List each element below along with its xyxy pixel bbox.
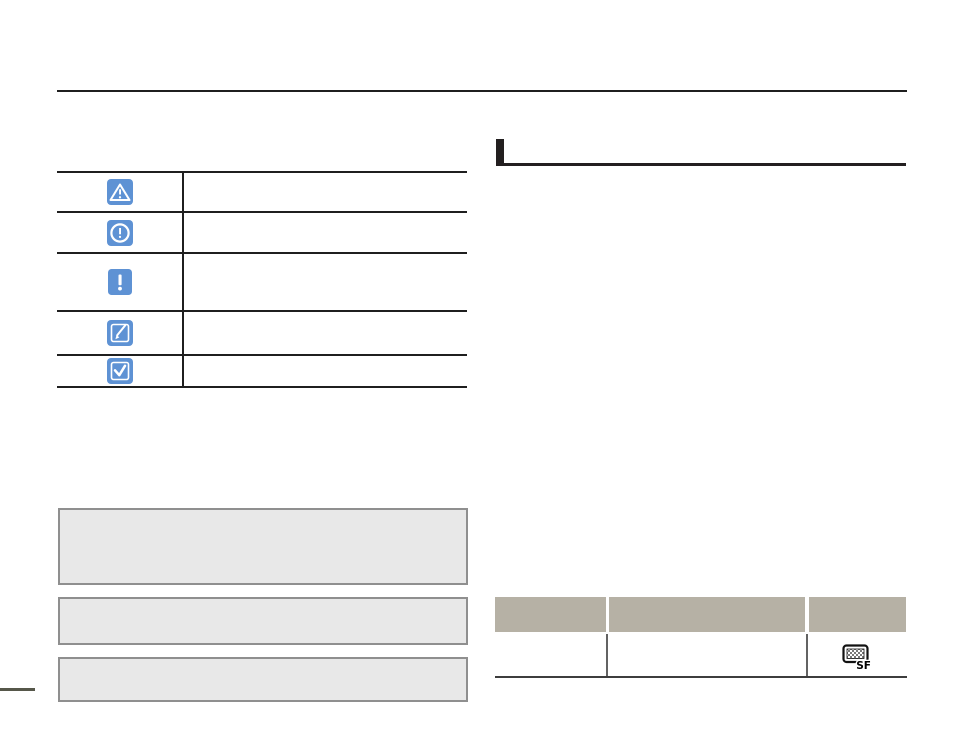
note-pencil-icon — [106, 320, 133, 346]
legend-desc-cell — [184, 213, 467, 252]
quality-table-header-cell — [809, 597, 906, 632]
section-header-bar — [496, 139, 504, 166]
notice-box — [58, 508, 468, 585]
quality-table-bottom-border — [495, 676, 907, 678]
warning-triangle-icon — [106, 179, 133, 205]
prohibition-circle-icon — [106, 219, 133, 246]
super-fine-quality-icon: SF — [842, 644, 872, 673]
legend-icon-cell — [57, 254, 184, 310]
quality-table-column-divider — [806, 634, 808, 677]
legend-desc-cell — [184, 254, 467, 310]
legend-desc-cell — [184, 312, 467, 354]
checkmark-icon — [106, 358, 133, 384]
legend-icon-cell — [57, 213, 184, 252]
page-footer-mark — [0, 688, 35, 691]
legend-icon-cell — [57, 312, 184, 354]
notice-box — [58, 657, 468, 702]
page-top-rule — [57, 90, 907, 92]
caution-exclamation-icon — [107, 269, 132, 295]
table-row — [57, 254, 467, 312]
legend-table — [57, 171, 467, 388]
quality-table-header-cell — [495, 597, 606, 632]
quality-icon-label: SF — [856, 660, 871, 670]
notice-box — [58, 597, 468, 645]
super-fine-quality-icon-graphic: SF — [842, 644, 872, 673]
legend-desc-cell — [184, 173, 467, 211]
legend-icon-cell — [57, 173, 184, 211]
table-row — [57, 213, 467, 254]
table-row — [57, 173, 467, 213]
legend-icon-cell — [57, 356, 184, 386]
section-header-underline — [496, 163, 906, 166]
quality-table-header-cell — [609, 597, 805, 632]
quality-table-column-divider — [606, 634, 608, 677]
legend-desc-cell — [184, 356, 467, 386]
table-row — [57, 312, 467, 356]
table-row — [57, 356, 467, 388]
